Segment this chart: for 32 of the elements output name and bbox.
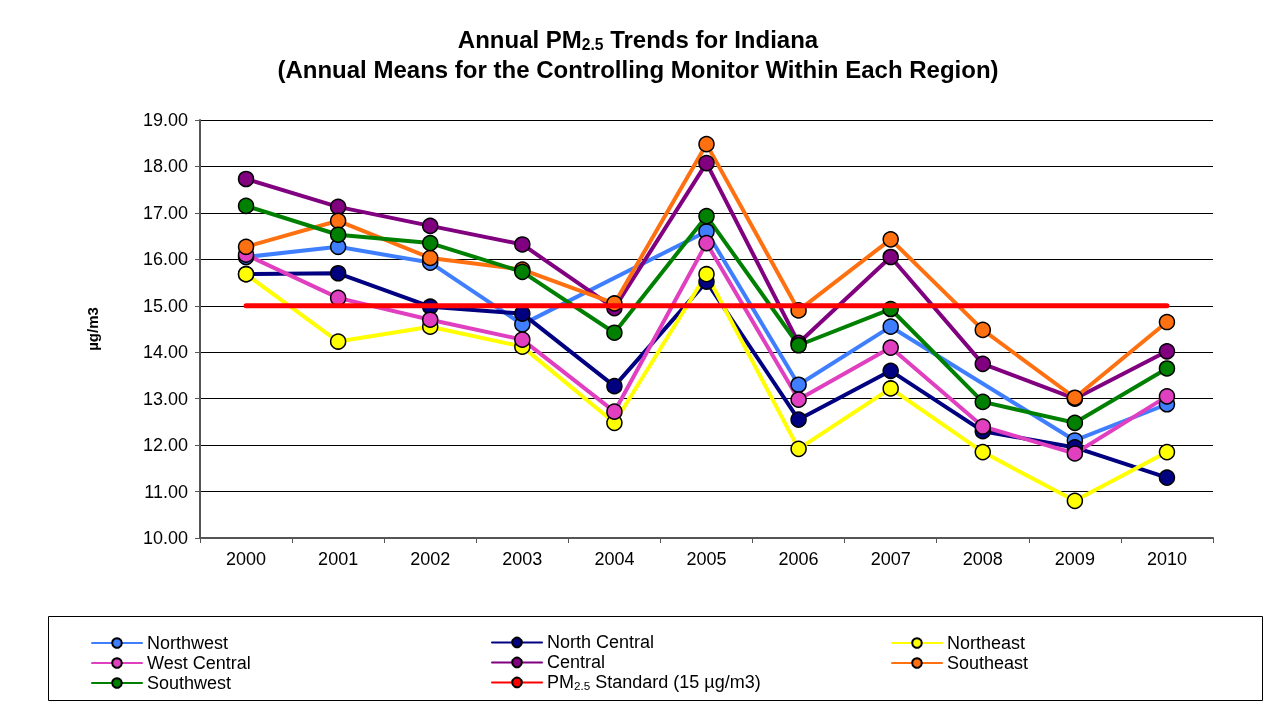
legend-label: Central xyxy=(547,652,606,673)
chart-title: Annual PM2.5 Trends for Indiana xyxy=(457,26,819,54)
legend-label: Northeast xyxy=(947,633,1026,653)
y-tick-label: 11.00 xyxy=(144,481,188,502)
x-tick-label: 2003 xyxy=(502,549,543,569)
legend-label: West Central xyxy=(147,653,251,673)
y-tick-label: 16.00 xyxy=(142,249,188,270)
legend-label: North Central xyxy=(547,632,655,653)
legend-label: PM2.5 Standard (15 µg/m3) xyxy=(547,672,761,693)
y-tick-label: 15.00 xyxy=(142,295,188,316)
y-tick-label: 10.00 xyxy=(142,528,188,548)
x-tick-label: 2010 xyxy=(1146,549,1187,569)
x-tick-label: 2001 xyxy=(318,549,359,569)
x-tick-label: 2002 xyxy=(410,549,451,569)
x-tick-label: 2004 xyxy=(594,549,635,569)
x-tick-label: 2005 xyxy=(686,549,727,569)
x-tick-label: 2006 xyxy=(778,549,819,569)
chart-subtitle: (Annual Means for the Controlling Monitor Within Each Region) xyxy=(277,56,999,84)
x-tick-label: 2000 xyxy=(226,549,267,569)
y-axis-title: µg/m3 xyxy=(84,307,101,351)
legend-label: Northwest xyxy=(147,633,229,653)
legend-label: Southeast xyxy=(947,653,1029,673)
x-tick-label: 2009 xyxy=(1054,549,1095,569)
y-tick-label: 12.00 xyxy=(142,435,188,456)
legend-label: Southwest xyxy=(147,673,232,693)
y-tick-label: 17.00 xyxy=(142,202,188,223)
x-tick-label: 2008 xyxy=(962,549,1003,569)
x-tick-label: 2007 xyxy=(870,549,911,569)
y-tick-label: 19.00 xyxy=(142,110,188,130)
y-tick-label: 13.00 xyxy=(142,388,188,409)
y-tick-label: 14.00 xyxy=(142,342,188,363)
y-tick-label: 18.00 xyxy=(142,156,188,177)
